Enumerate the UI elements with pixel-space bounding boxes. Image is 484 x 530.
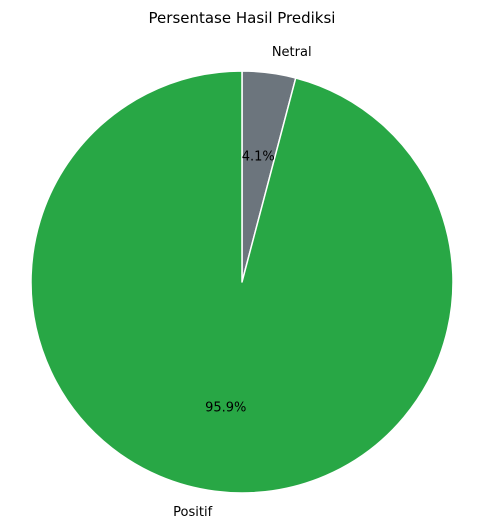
slice-percent-positif: 95.9%	[205, 401, 246, 416]
chart-title: Persentase Hasil Prediksi	[149, 9, 336, 27]
pie-slices	[30, 70, 454, 494]
slice-percent-netral: 4.1%	[242, 149, 275, 164]
pie-slice-positif	[30, 70, 454, 494]
slice-label-netral: Netral	[272, 45, 312, 60]
slice-label-positif: Positif	[173, 505, 212, 520]
pie-labels: Netral 4.1% Positif 95.9%	[173, 45, 311, 520]
